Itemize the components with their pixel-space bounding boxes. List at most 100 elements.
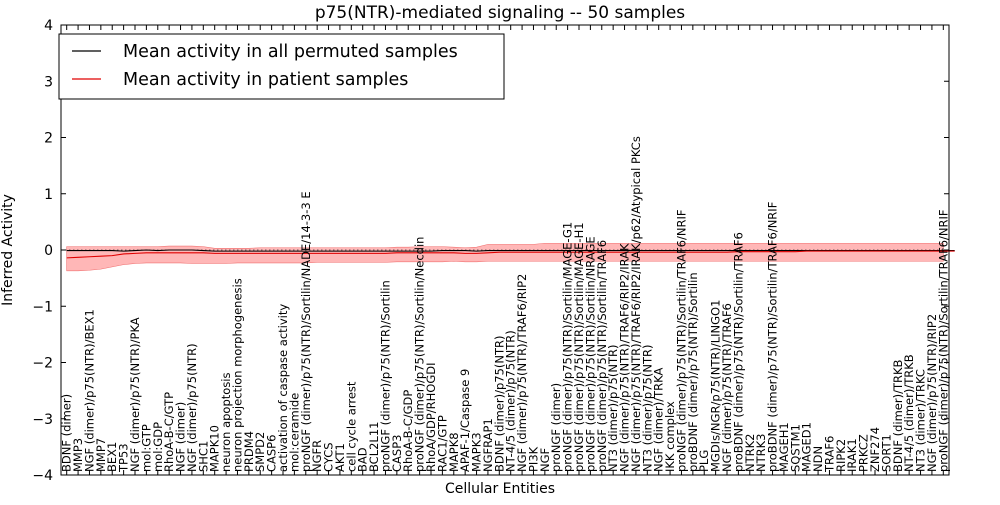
x-tick-label: TP53 (117, 443, 131, 473)
y-tick-label: −4 (32, 468, 53, 484)
x-tick-label: NGFRAP1 (481, 418, 495, 472)
y-tick-label: 1 (44, 187, 53, 203)
x-tick-label: NT-4/5 (dimer)/TRKB (902, 354, 916, 472)
x-tick-label: BDNF (dimer)/TRKB (891, 359, 905, 472)
y-tick-label: −3 (32, 412, 53, 428)
x-tick-label: NDN (811, 446, 825, 472)
x-tick-label: SORT1 (879, 434, 893, 472)
y-tick-label: 3 (44, 74, 53, 90)
x-tick-label: BCL2L11 (367, 422, 381, 472)
x-tick-label: BAD (356, 447, 370, 472)
x-tick-label: MGDIs/NGR/p75(NTR)/LINGO1 (709, 300, 723, 472)
x-tick-label: NGF (dimer)/p75(NTR)/TRAF6/RIP2/IRAK (618, 243, 632, 472)
x-tick-label: NGF (dimer) (174, 402, 188, 472)
x-tick-label: activation of caspase activity (276, 304, 290, 472)
x-tick-label: CASP3 (390, 435, 404, 472)
x-tick-label: NGF (dimer)/p75(NTR)/TRAF6/RIP2 (515, 274, 529, 472)
x-tick-label: proNGF (dimer) (549, 383, 563, 472)
x-tick-label: CASP6 (265, 435, 279, 472)
x-tick-label: NGF (538, 448, 552, 472)
x-tick-label: AKT1 (333, 443, 347, 472)
x-tick-label: IRAK1 (845, 438, 859, 472)
x-tick-label: NGF (dimer)/p75(NTR)/PKA (128, 317, 142, 472)
x-tick-label: MMP7 (94, 438, 108, 472)
x-tick-label: PRDM4 (242, 431, 256, 472)
x-tick-label: NT3 (dimer)/TRKC (914, 369, 928, 472)
x-tick-label: TRAF6 (822, 436, 836, 473)
x-tick-label: NT3 (dimer)/p75(NTR) (640, 345, 654, 472)
x-tick-label: mol:GTP (139, 424, 153, 472)
legend: Mean activity in all permuted samples Me… (58, 33, 505, 100)
x-tick-label: mol:GDP (151, 422, 165, 472)
x-tick-label: mol:ceramide (287, 393, 301, 472)
y-tick-label: −1 (32, 299, 53, 315)
x-tick-label: proBDNF (dimer)/p75(NTR)/Sortilin/TRAF6 (731, 232, 745, 472)
x-tick-label: RAC1/GTP (435, 415, 449, 472)
x-tick-label: NT3 (dimer)/p75(NTR) (606, 345, 620, 472)
y-tick-label: −2 (32, 356, 53, 372)
x-tick-label: proNGF (dimer)/p75(NTR)/Sortilin/Necdin (413, 237, 427, 472)
x-tick-label: SQSTM1 (788, 424, 802, 472)
chart-title: p75(NTR)-mediated signaling -- 50 sample… (315, 3, 685, 23)
x-tick-label: RhoA-B-C/GDP (401, 390, 415, 472)
patient-mean-line (66, 250, 955, 259)
x-tick-label: ZNF274 (868, 427, 882, 472)
plot-area (61, 242, 955, 272)
x-tick-label: PI3K (526, 446, 540, 472)
x-tick-label: MAGEH1 (777, 422, 791, 472)
x-tick-label: RhoA/GDP/RHOGDI (424, 363, 438, 472)
x-tick-label: MAGED1 (800, 422, 814, 472)
x-tick-label: MMP3 (71, 438, 85, 472)
x-tick-label: proNGF (dimer)/p75(NTR)/Sortilin/NADE/14… (299, 191, 313, 472)
x-tick-label: CYCS (322, 442, 336, 472)
x-tick-label: NTRK2 (743, 434, 757, 472)
x-tick-label: MAPK8 (447, 432, 461, 472)
x-tick-label: RIPK2 (834, 439, 848, 472)
x-tick-label: BEX1 (105, 442, 119, 472)
x-tick-label: BDNF (dimer) (60, 394, 74, 472)
x-tick-label: SMPD2 (253, 432, 267, 472)
x-tick-label: cell cycle arrest (344, 381, 358, 472)
x-tick-label: proNGF (dimer)/p75(NTR)/Sortilin/NRAGE (583, 236, 597, 472)
x-tick-label: proNGF (dimer)/p75(NTR)/Sortilin/TRAF6/N… (674, 210, 688, 472)
y-axis-label: Inferred Activity (0, 194, 16, 306)
x-tick-label: NGFR (310, 440, 324, 472)
x-tick-label: proNGF (dimer)/p75(NTR)/Sortilin/TRAF6 (595, 240, 609, 472)
x-tick-label: MAPK3 (470, 432, 484, 472)
x-tick-label: proNGF (dimer)/p75(NTR)/Sortilin/MAGE-H1 (572, 222, 586, 472)
permuted-mean-line (66, 249, 955, 252)
x-tick-label: proBDNF (dimer)/p75(NTR)/Sortilin (686, 272, 700, 472)
x-axis-label: Cellular Entities (445, 481, 555, 497)
y-tick-label: 2 (44, 131, 53, 147)
x-tick-label: APAF-1/Caspase 9 (458, 369, 472, 472)
legend-label-permuted: Mean activity in all permuted samples (123, 42, 458, 62)
legend-box (58, 33, 505, 100)
x-tick-label: PRKCZ (857, 434, 871, 472)
x-tick-label: NTRK3 (754, 434, 768, 472)
x-tick-label: NGF (dimer)/p75(NTR)/TRAF6 (720, 303, 734, 472)
x-tick-label: proBDNF (dimer)/p75(NTR)/Sortilin/TRAF6/… (766, 202, 780, 472)
x-tick-label: proNGF (dimer)/p75(NTR)/Sortilin (378, 280, 392, 472)
x-tick-label: NGF (dimer)/p75(NTR)/TRAF6/RIP2/IRAK/p62… (629, 136, 643, 472)
legend-label-patient: Mean activity in patient samples (123, 70, 408, 90)
x-tick-label: neuron projection morphogenesis (230, 278, 244, 472)
x-tick-label: neuron apoptosis (219, 372, 233, 472)
x-tick-label: BDNF (dimer)/p75(NTR) (492, 336, 506, 473)
x-tick-label: MAPK10 (208, 425, 222, 472)
x-tick-label: NT-4/5 (dimer)/p75(NTR) (504, 330, 518, 472)
x-tick-label: proNGF (dimer)/p75(NTR)/Sortilin/TRAF6/N… (936, 210, 950, 472)
x-tick-label: PLG (697, 450, 711, 472)
x-tick-label: SHC1 (196, 441, 210, 472)
x-tick-label: NGF (dimer)/p75(NTR)/BEX1 (82, 309, 96, 472)
y-tick-label: 0 (44, 243, 53, 259)
x-tick-label: NGF (dimer)/TRKA (652, 368, 666, 472)
x-tick-label: IKK complex (663, 401, 677, 472)
y-tick-label: 4 (44, 18, 53, 34)
x-tick-label: proNGF (dimer)/p75(NTR)/Sortilin/MAGE-G1 (561, 222, 575, 472)
x-tick-label: NGF (dimer)/p75(NTR)/RIP2 (925, 314, 939, 472)
x-tick-label: NGF (dimer)/p75(NTR) (185, 343, 199, 472)
x-tick-label: RhoA-B-C/GTP (162, 392, 176, 472)
